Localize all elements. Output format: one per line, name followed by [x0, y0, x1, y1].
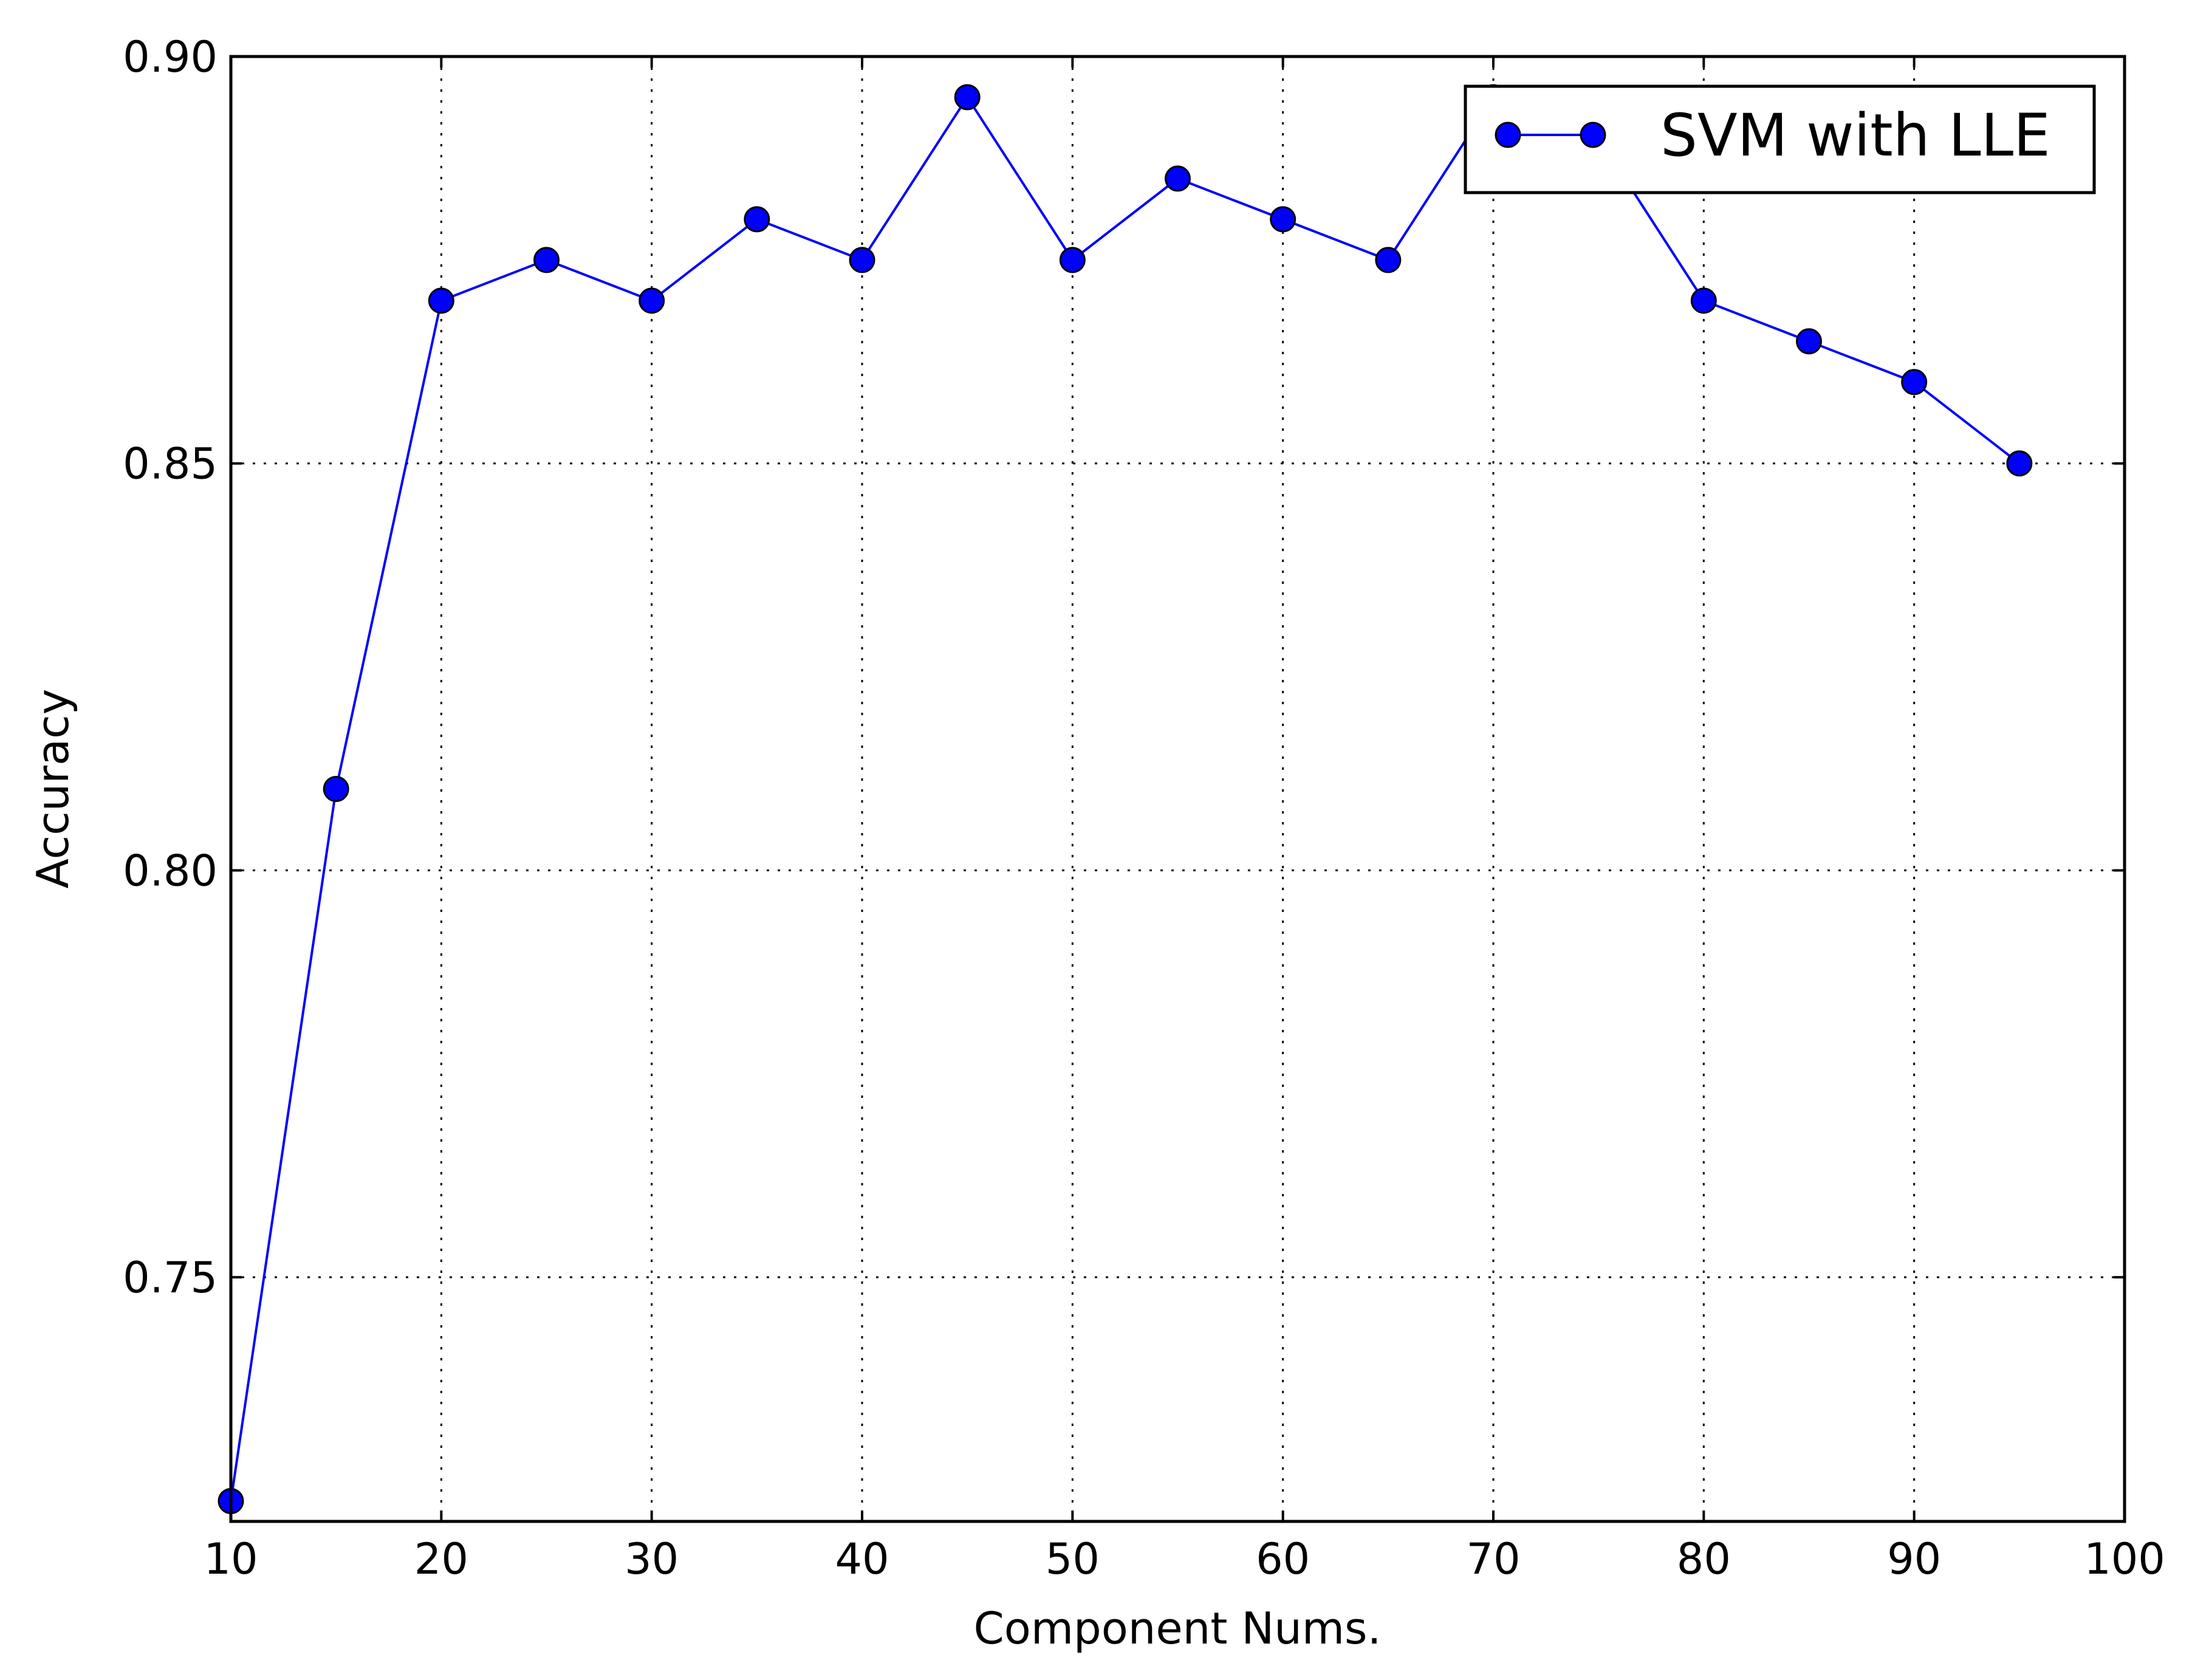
x-tick-label: 90 — [1887, 1534, 1941, 1584]
x-tick-label: 20 — [414, 1534, 468, 1584]
axis-ticks — [230, 55, 2126, 1521]
data-point — [849, 247, 875, 273]
legend-marker — [1495, 122, 1521, 148]
data-point — [1059, 247, 1086, 273]
x-tick-label: 50 — [1046, 1534, 1100, 1584]
data-point — [639, 287, 665, 314]
plot-frame — [229, 55, 2126, 1523]
data-point — [323, 776, 349, 802]
x-tick-label: 40 — [835, 1534, 889, 1584]
x-tick-label: 70 — [1466, 1534, 1520, 1584]
data-point — [2006, 450, 2033, 477]
x-tick-label: 100 — [2084, 1534, 2165, 1584]
legend-label-svm-with-lle: SVM with LLE — [1660, 101, 2050, 170]
y-tick-label: 0.75 — [123, 1253, 217, 1303]
data-point — [1165, 165, 1191, 192]
y-tick-label: 0.85 — [123, 439, 217, 489]
legend-box — [1464, 84, 2096, 194]
legend-marker — [1580, 122, 1606, 148]
data-point — [744, 206, 770, 233]
x-tick-label: 60 — [1256, 1534, 1310, 1584]
legend: SVM with LLE — [1464, 84, 2096, 194]
series-layer — [217, 84, 2033, 1515]
grid-lines — [231, 57, 2125, 1521]
y-tick-label: 0.80 — [123, 846, 217, 896]
data-point — [1690, 287, 1717, 314]
data-point — [533, 247, 560, 273]
data-point — [1270, 206, 1296, 233]
x-tick-labels: 10 20 30 40 50 60 70 80 90 100 — [204, 1534, 2165, 1584]
x-axis-label: Component Nums. — [974, 1603, 1382, 1654]
series-line — [230, 95, 2021, 1501]
data-point — [954, 84, 981, 111]
y-tick-label: 0.90 — [123, 32, 217, 82]
x-tick-label: 30 — [625, 1534, 679, 1584]
data-point — [428, 287, 454, 314]
data-point — [1901, 369, 1928, 396]
data-point — [1375, 247, 1402, 273]
x-tick-label: 80 — [1677, 1534, 1731, 1584]
x-tick-label: 10 — [204, 1534, 258, 1584]
data-point — [1796, 328, 1822, 355]
y-tick-labels: 0.75 0.80 0.85 0.90 — [123, 32, 217, 1303]
y-axis-label: Accuracy — [27, 689, 78, 889]
